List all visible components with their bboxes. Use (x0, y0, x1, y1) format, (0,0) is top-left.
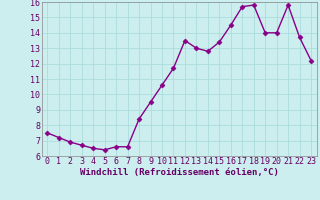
X-axis label: Windchill (Refroidissement éolien,°C): Windchill (Refroidissement éolien,°C) (80, 168, 279, 177)
